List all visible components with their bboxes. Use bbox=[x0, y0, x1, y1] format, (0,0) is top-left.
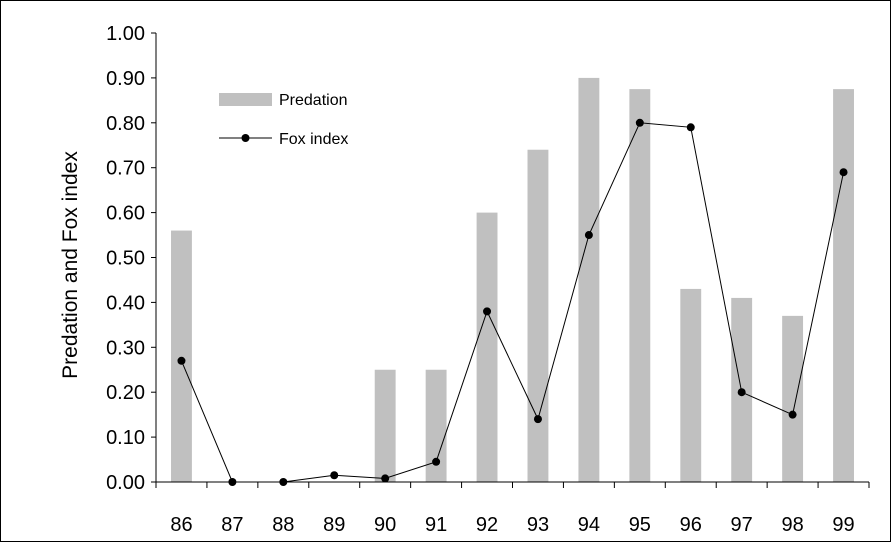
point-fox-index bbox=[279, 478, 288, 486]
x-tick-label: 90 bbox=[374, 514, 396, 536]
bar-predation bbox=[680, 288, 702, 482]
y-tick-label: 0.40 bbox=[106, 292, 145, 314]
x-tick-label: 86 bbox=[170, 514, 192, 536]
y-tick-label: 0.90 bbox=[106, 68, 145, 90]
point-fox-index bbox=[737, 388, 746, 397]
y-tick-label: 0.50 bbox=[106, 248, 145, 270]
bars-layer bbox=[171, 77, 854, 483]
legend: Predation Fox index bbox=[219, 92, 348, 148]
y-tick-label: 0.20 bbox=[106, 382, 145, 404]
legend-marker-fox-index bbox=[241, 134, 250, 142]
point-fox-index bbox=[788, 410, 797, 419]
y-tick-label: 1.00 bbox=[106, 23, 145, 45]
point-fox-index bbox=[584, 231, 593, 240]
legend-label-predation: Predation bbox=[279, 92, 348, 109]
legend-label-fox-index: Fox index bbox=[279, 131, 348, 148]
x-tick-label: 88 bbox=[272, 514, 294, 536]
point-fox-index bbox=[686, 123, 695, 132]
x-tick-label: 92 bbox=[476, 514, 498, 536]
x-tick-label: 87 bbox=[221, 514, 243, 536]
legend-swatch-predation bbox=[219, 93, 272, 106]
point-fox-index bbox=[483, 307, 492, 316]
y-axis-title: Predation and Fox index bbox=[59, 151, 82, 379]
bar-predation bbox=[629, 89, 651, 482]
point-fox-index bbox=[177, 356, 186, 365]
y-tick-label: 0.60 bbox=[106, 203, 145, 225]
point-fox-index bbox=[533, 415, 542, 424]
y-tick-label: 0.80 bbox=[106, 113, 145, 135]
points-layer bbox=[177, 118, 848, 486]
point-fox-index bbox=[432, 457, 441, 466]
x-tick-label: 91 bbox=[425, 514, 447, 536]
y-tick-label: 0.70 bbox=[106, 158, 145, 180]
bar-predation bbox=[578, 77, 600, 483]
point-fox-index bbox=[381, 474, 390, 483]
bar-predation bbox=[782, 315, 804, 482]
bar-predation bbox=[374, 369, 396, 482]
x-tick-label: 98 bbox=[781, 514, 803, 536]
x-tick-label: 89 bbox=[323, 514, 345, 536]
y-tick-label: 0.30 bbox=[106, 337, 145, 359]
x-tick-label: 94 bbox=[578, 514, 600, 536]
y-tick-label: 0.00 bbox=[106, 472, 145, 494]
bar-predation bbox=[425, 369, 447, 482]
x-tick-label: 96 bbox=[680, 514, 702, 536]
x-tick-label: 97 bbox=[731, 514, 753, 536]
fox-index-line bbox=[181, 122, 845, 483]
point-fox-index bbox=[839, 168, 848, 177]
point-fox-index bbox=[330, 471, 339, 480]
bar-predation bbox=[527, 149, 549, 483]
point-fox-index bbox=[635, 118, 644, 127]
bar-predation bbox=[476, 212, 498, 482]
bar-predation bbox=[833, 89, 854, 482]
ticks-layer: 0.00 0.10 0.20 0.30 0.40 0.50 0.60 0.70 0.80 0.90… bbox=[106, 23, 870, 536]
bar-predation bbox=[171, 230, 192, 482]
point-fox-index bbox=[228, 478, 237, 486]
y-tick-label: 0.10 bbox=[106, 427, 145, 449]
x-tick-label: 93 bbox=[527, 514, 549, 536]
x-tick-label: 99 bbox=[832, 514, 854, 536]
line-layer bbox=[181, 122, 845, 483]
x-tick-label: 95 bbox=[629, 514, 651, 536]
